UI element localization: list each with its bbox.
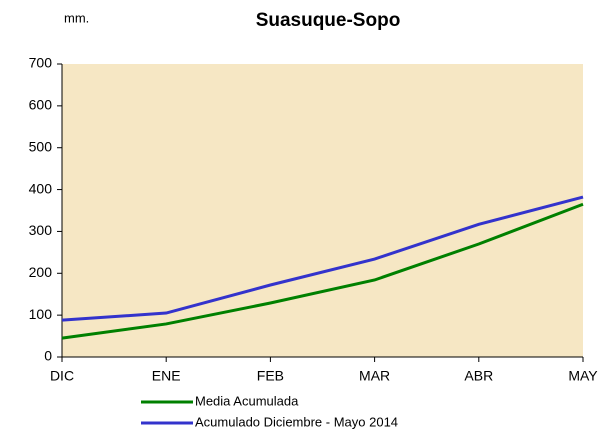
x-tick-label: FEB	[257, 368, 284, 384]
x-tick-label: DIC	[50, 368, 74, 384]
y-tick-label: 0	[44, 348, 52, 364]
legend-label: Acumulado Diciembre - Mayo 2014	[195, 414, 398, 429]
y-tick-label: 100	[29, 306, 53, 322]
x-tick-label: MAY	[568, 368, 598, 384]
plot-area	[62, 64, 583, 357]
legend-label: Media Acumulada	[195, 393, 299, 408]
y-tick-label: 200	[29, 264, 53, 280]
series-line	[61, 202, 584, 340]
series-line	[61, 195, 584, 322]
x-tick-label: ABR	[464, 368, 493, 384]
chart-title: Suasuque-Sopo	[256, 10, 401, 31]
x-tick-label: ENE	[152, 368, 181, 384]
y-tick-label: 600	[29, 97, 53, 113]
y-tick-label: 500	[29, 138, 53, 154]
y-tick-label: 700	[29, 55, 53, 71]
y-tick-label: 400	[29, 180, 53, 196]
y-tick-label: 300	[29, 222, 53, 238]
x-tick-label: MAR	[359, 368, 390, 384]
y-axis-label: mm.	[64, 10, 89, 25]
